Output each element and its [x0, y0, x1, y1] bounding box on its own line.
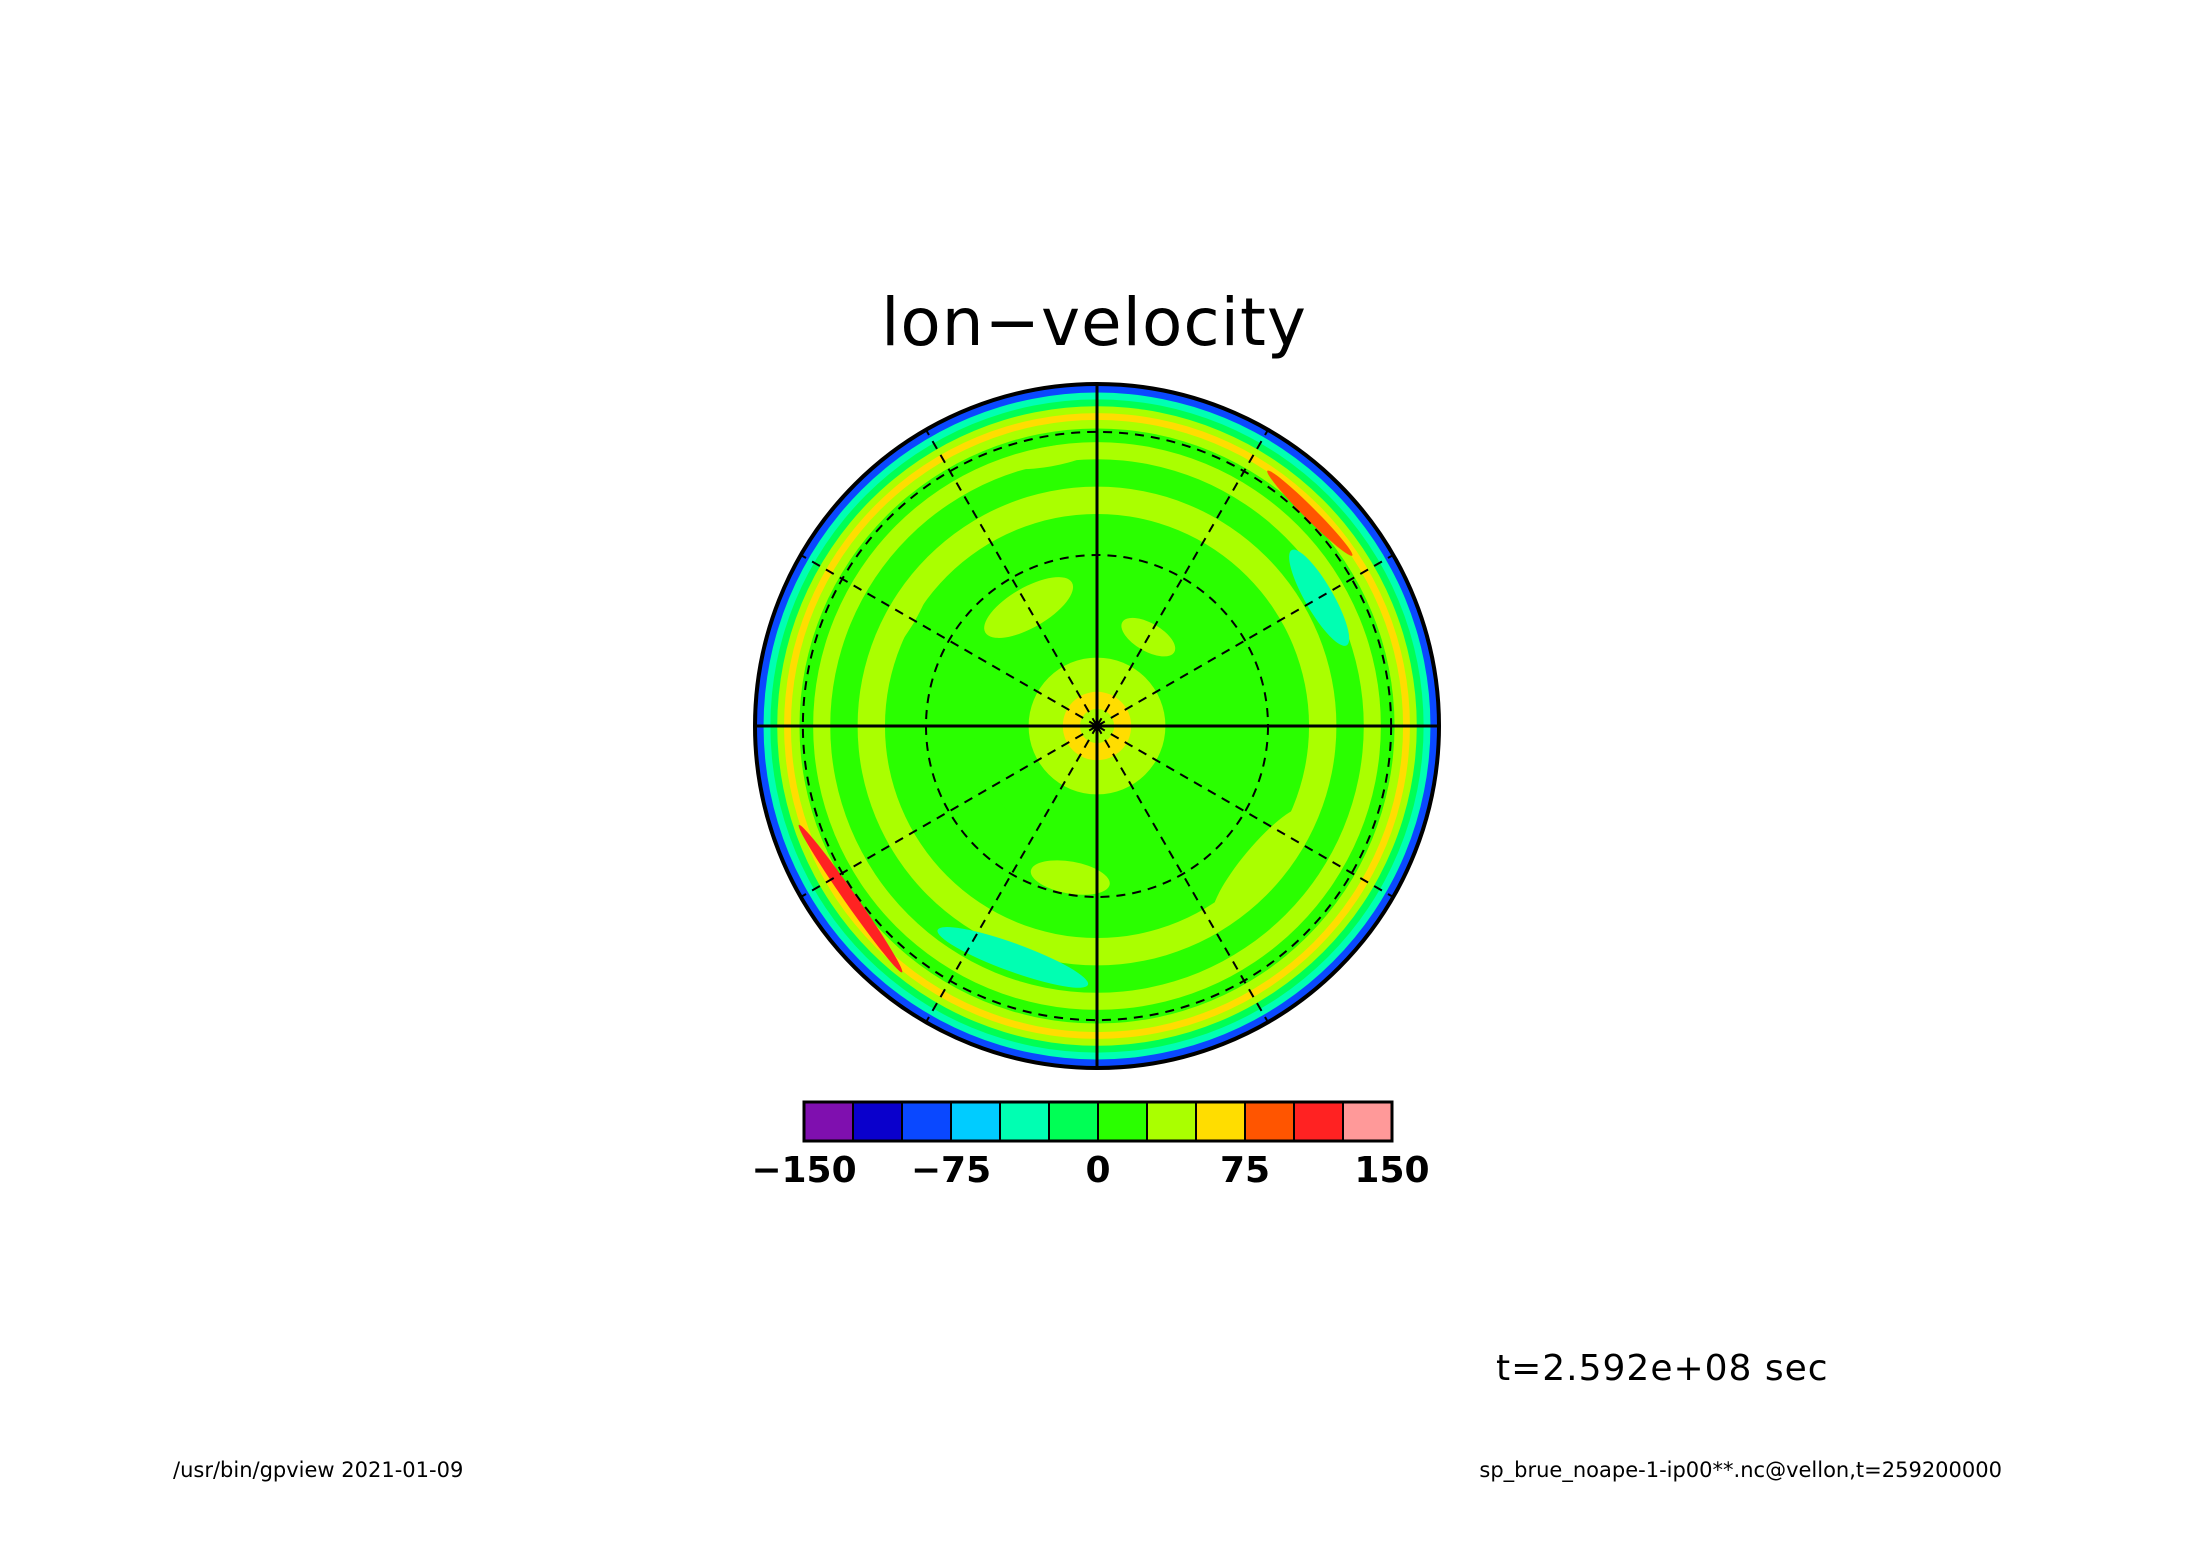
field-patch [1030, 860, 1110, 895]
time-label: t=2.592e+08 sec [1496, 1348, 1829, 1389]
colorbar-tick-label: −75 [910, 1150, 992, 1191]
colorbar-tick-label: 0 [1085, 1150, 1111, 1191]
meridian-line [925, 429, 1098, 727]
colorbar-swatch [803, 1101, 854, 1142]
field-patch [1005, 443, 1094, 470]
meridian-line [800, 725, 1098, 898]
field-patch [798, 824, 903, 973]
map-grid [753, 382, 1441, 1070]
colorbar [802, 1100, 1394, 1143]
field-patch [877, 571, 932, 659]
colorbar-swatch [1048, 1101, 1099, 1142]
colorbar-swatch [852, 1101, 903, 1142]
map-border [753, 382, 1441, 1070]
chart-title: lon−velocity [881, 284, 1307, 361]
colorbar-swatch [1342, 1101, 1393, 1142]
field-patch [937, 927, 1089, 988]
footer-left: /usr/bin/gpview 2021-01-09 [173, 1458, 464, 1482]
latitude-circle [925, 554, 1269, 898]
field-patch [1267, 470, 1353, 556]
colorbar-tick-label: −150 [751, 1150, 857, 1191]
meridian-line [1096, 725, 1269, 1023]
meridian-line [1096, 554, 1394, 727]
meridian-line [1096, 429, 1269, 727]
meridian-line [925, 725, 1098, 1023]
colorbar-swatch [1146, 1101, 1197, 1142]
latitude-circle [801, 430, 1393, 1022]
field-patch [893, 733, 947, 848]
colorbar-frame [802, 1100, 1394, 1143]
colorbar-swatch [901, 1101, 952, 1142]
footer-right: sp_brue_noape-1-ip00**.nc@vellon,t=25920… [1479, 1458, 2002, 1482]
colorbar-swatch [1293, 1101, 1344, 1142]
colorbar-tick-label: 150 [1354, 1150, 1430, 1191]
meridian-line [1096, 725, 1394, 898]
colorbar-swatch [1244, 1101, 1295, 1142]
meridian-line [800, 554, 1098, 727]
field-patch [1212, 807, 1307, 917]
colorbar-swatch [1195, 1101, 1246, 1142]
colorbar-tick-label: 75 [1219, 1150, 1271, 1191]
colorbar-swatch [950, 1101, 1001, 1142]
colorbar-swatch [999, 1101, 1050, 1142]
colorbar-swatch [1097, 1101, 1148, 1142]
